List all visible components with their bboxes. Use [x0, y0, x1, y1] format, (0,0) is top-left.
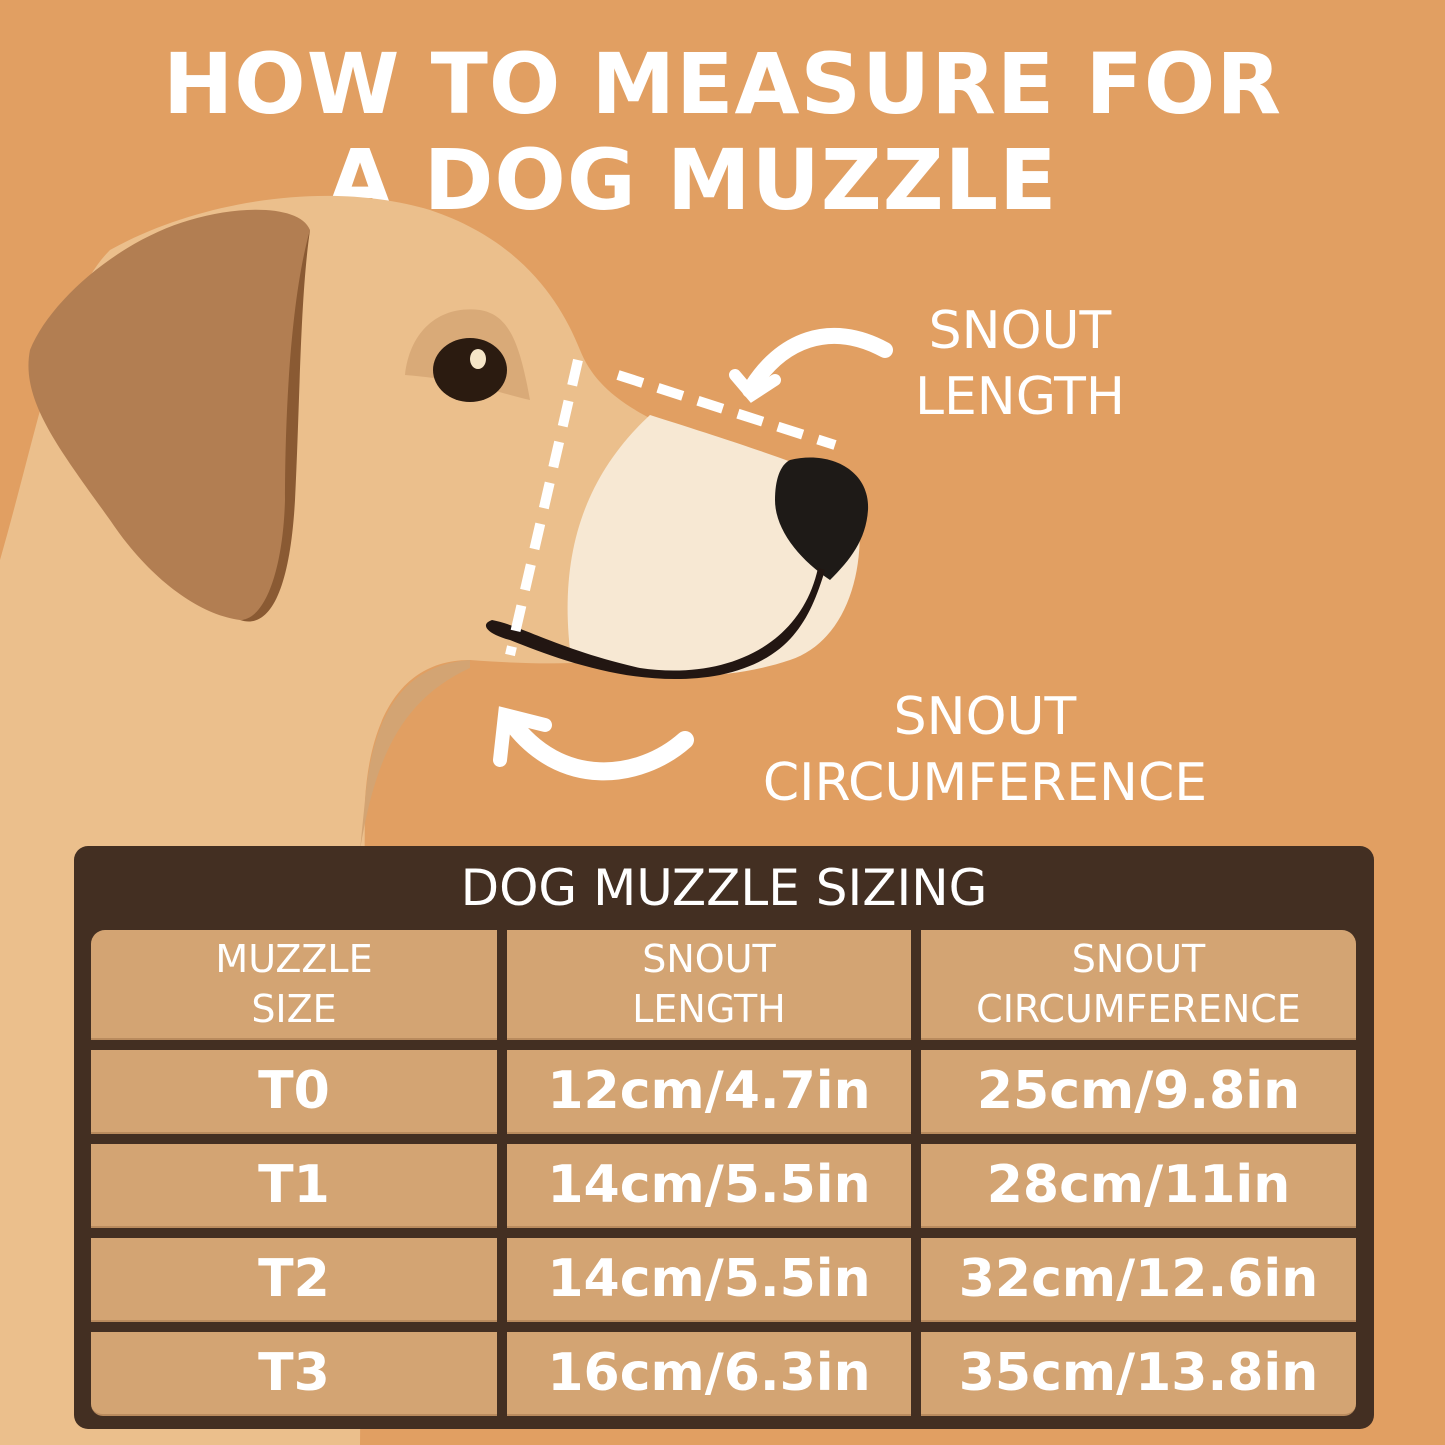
size-cell: T0 [91, 1050, 497, 1134]
page-title-line-2: A DOG MUZZLE [327, 131, 1058, 229]
table-row: T0 12cm/4.7in 25cm/9.8in [91, 1050, 1356, 1134]
length-cell: 14cm/5.5in [507, 1144, 911, 1228]
header-muzzle-size: MUZZLE SIZE [91, 930, 497, 1040]
header-snout-circumference: SNOUT CIRCUMFERENCE [921, 930, 1356, 1040]
snout-circumference-label-line-2: CIRCUMFERENCE [762, 753, 1208, 813]
circumference-cell: 25cm/9.8in [921, 1050, 1356, 1134]
snout-length-label-line-2: LENGTH [914, 367, 1126, 427]
size-cell: T2 [91, 1238, 497, 1322]
header-text: MUZZLE [215, 937, 373, 981]
size-cell: T1 [91, 1144, 497, 1228]
snout-circumference-label-line-1: SNOUT [893, 687, 1077, 747]
circumference-cell: 28cm/11in [921, 1144, 1356, 1228]
table-row: T1 14cm/5.5in 28cm/11in [91, 1144, 1356, 1228]
table-row: T3 16cm/6.3in 35cm/13.8in [91, 1332, 1356, 1416]
header-text: SIZE [251, 987, 337, 1031]
table-row: T2 14cm/5.5in 32cm/12.6in [91, 1238, 1356, 1322]
header-snout-length: SNOUT LENGTH [507, 930, 911, 1040]
length-cell: 16cm/6.3in [507, 1332, 911, 1416]
length-cell: 14cm/5.5in [507, 1238, 911, 1322]
snout-length-annotation: SNOUT LENGTH [880, 298, 1160, 430]
sizing-table: MUZZLE SIZE SNOUT LENGTH SNOUT CIRCUMFERENC… [91, 930, 1356, 1426]
sizing-table-panel: DOG MUZZLE SIZING MUZZLE SIZE SNOUT LENGTH… [74, 846, 1374, 1429]
size-cell: T3 [91, 1332, 497, 1416]
circumference-cell: 32cm/12.6in [921, 1238, 1356, 1322]
snout-length-label-line-1: SNOUT [928, 301, 1112, 361]
header-text: LENGTH [632, 987, 786, 1031]
header-text: SNOUT [1071, 937, 1206, 981]
snout-circumference-annotation: SNOUT CIRCUMFERENCE [700, 684, 1270, 816]
page-title-line-1: HOW TO MEASURE FOR [162, 35, 1283, 133]
header-text: CIRCUMFERENCE [976, 987, 1301, 1031]
length-cell: 12cm/4.7in [507, 1050, 911, 1134]
table-header-row: MUZZLE SIZE SNOUT LENGTH SNOUT CIRCUMFERENC… [91, 930, 1356, 1040]
header-text: SNOUT [642, 937, 776, 981]
circumference-cell: 35cm/13.8in [921, 1332, 1356, 1416]
sizing-table-title: DOG MUZZLE SIZING [460, 859, 988, 917]
